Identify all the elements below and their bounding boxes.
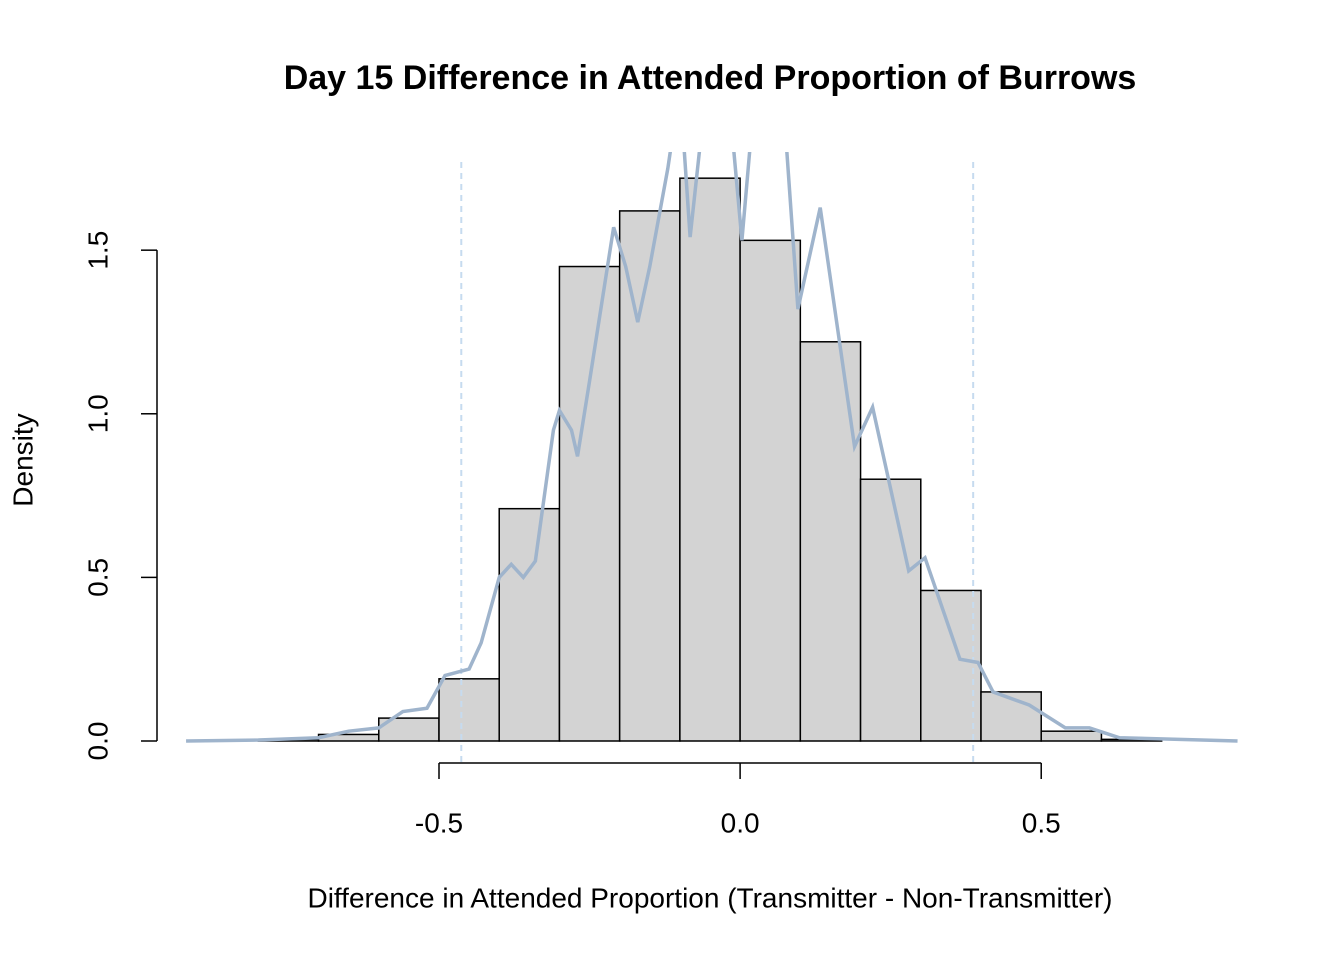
x-tick-label: 0.5: [1022, 807, 1061, 838]
bar: [558, 265, 621, 742]
density-line: [186, 152, 1238, 743]
bar: [980, 691, 1042, 742]
y-tick-label: 0.5: [82, 558, 113, 597]
bar: [438, 678, 500, 742]
y-axis-label: Density: [7, 413, 38, 506]
bar: [618, 210, 681, 742]
y-tick-label: 1.5: [82, 231, 113, 270]
x-tick-label: 0.0: [721, 807, 760, 838]
bar: [799, 341, 862, 742]
bar: [679, 177, 741, 742]
bar: [920, 589, 982, 742]
y-tick-label: 0.0: [82, 722, 113, 761]
x-tick-label: -0.5: [415, 807, 463, 838]
x-axis-label: Difference in Attended Proportion (Trans…: [307, 882, 1112, 913]
y-tick-label: 1.0: [82, 394, 113, 433]
bar: [1040, 730, 1103, 742]
bar: [498, 507, 561, 742]
chart-title: Day 15 Difference in Attended Proportion…: [284, 59, 1137, 97]
bar: [739, 239, 802, 742]
bar: [859, 478, 922, 742]
